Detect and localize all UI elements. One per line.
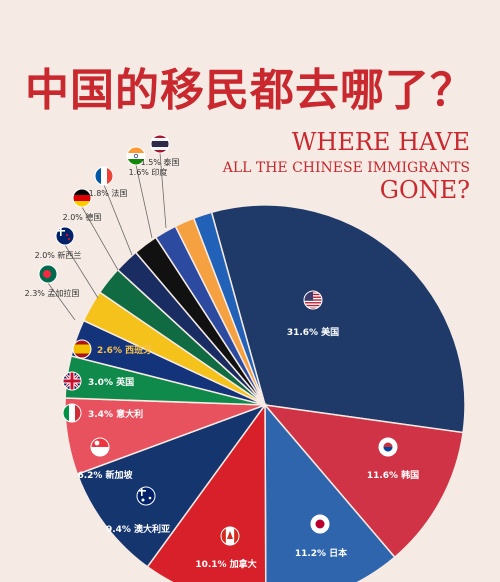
- slice-label: 1.5% 泰国: [141, 157, 180, 167]
- leader-line: [81, 206, 119, 271]
- japan-flag-icon: [310, 514, 330, 534]
- india-flag-icon: [126, 146, 146, 166]
- subtitle-gone: GONE?: [379, 176, 470, 204]
- slice-label: 9.4% 澳大利亚: [106, 523, 170, 535]
- slice-label: 1.6% 印度: [129, 167, 168, 177]
- leader-line: [103, 184, 133, 256]
- spain-flag-icon: [72, 339, 92, 359]
- pie-slice: [263, 403, 464, 559]
- slice-label: 2.6% 西班牙: [97, 344, 152, 356]
- canada-flag-icon: [220, 526, 240, 546]
- pie-slice: [192, 211, 266, 406]
- slice-label: 2.3% 孟加拉国: [25, 288, 80, 298]
- slice-label: 6.2% 新加坡: [77, 469, 133, 481]
- australia-flag-icon: [136, 486, 156, 506]
- bangladesh-flag-icon: [38, 264, 58, 284]
- slice-label: 2.0% 新西兰: [35, 250, 82, 260]
- leader-line: [64, 244, 99, 299]
- new-zealand-flag-icon: [55, 226, 75, 246]
- subtitle-chinese-immigrants: ALL THE CHINESE IMMIGRANTS: [222, 160, 470, 176]
- pie-slice: [76, 403, 268, 568]
- slice-label: 11.2% 日本: [295, 547, 348, 559]
- slice-label: 2.0% 德国: [63, 212, 102, 222]
- slice-label: 31.6% 美国: [287, 326, 339, 338]
- leader-line: [47, 282, 76, 321]
- germany-flag-icon: [72, 188, 92, 208]
- slice-label: 3.4% 意大利: [88, 408, 143, 420]
- pie-slice: [210, 204, 466, 434]
- pie-slice: [264, 402, 396, 582]
- france-flag-icon: [94, 166, 114, 186]
- south-korea-flag-icon: [378, 437, 398, 457]
- thailand-flag-icon: [150, 134, 170, 154]
- slice-label: 10.1% 加拿大: [195, 558, 256, 570]
- slice-label: 11.6% 韩国: [367, 469, 419, 481]
- singapore-flag-icon: [90, 437, 110, 457]
- leader-line: [135, 164, 153, 239]
- leader-line: [159, 152, 167, 229]
- subtitle-where-have: WHERE HAVE: [291, 128, 470, 156]
- usa-flag-icon: [303, 290, 323, 310]
- italy-flag-icon: [62, 403, 82, 423]
- uk-flag-icon: [62, 371, 82, 391]
- slice-label: 3.0% 英国: [88, 376, 134, 388]
- page-title: 中国的移民都去哪了？: [25, 65, 475, 116]
- slice-label: 1.8% 法国: [89, 188, 128, 198]
